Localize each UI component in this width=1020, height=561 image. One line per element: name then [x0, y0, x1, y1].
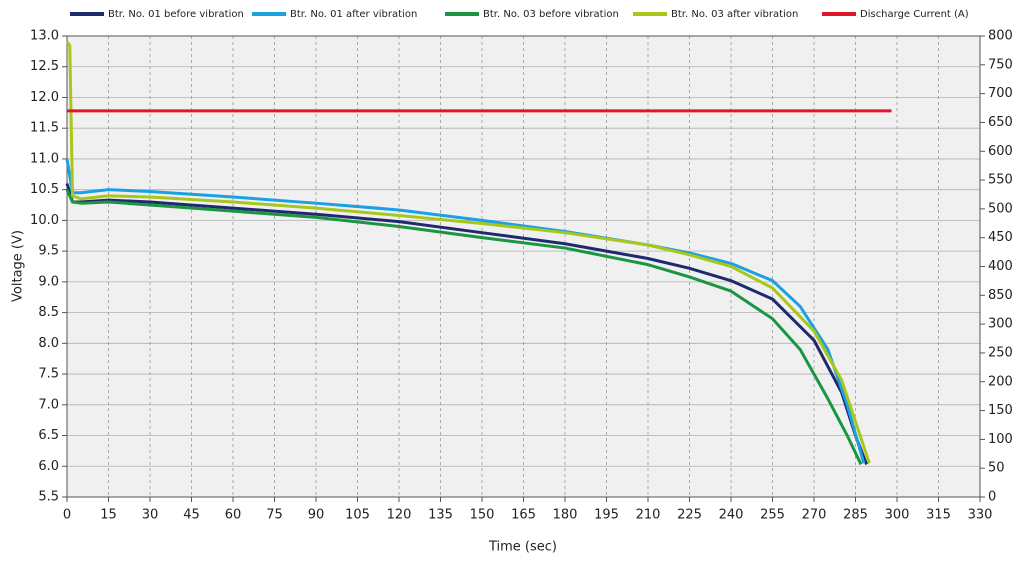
y-tick-label: 11.0	[30, 151, 59, 166]
y2-tick-label: 550	[988, 173, 1013, 188]
x-tick-label: 30	[142, 508, 159, 523]
y2-tick-label: 150	[988, 403, 1013, 418]
y-axis-label: Voltage (V)	[11, 230, 26, 302]
legend-label: Discharge Current (A)	[860, 9, 969, 20]
y-tick-label: 8.0	[38, 336, 59, 351]
y-tick-label: 9.5	[38, 244, 59, 259]
x-tick-label: 90	[308, 508, 325, 523]
y-tick-label: 11.5	[30, 121, 59, 136]
x-tick-label: 270	[802, 508, 827, 523]
x-tick-label: 240	[719, 508, 744, 523]
x-tick-label: 45	[183, 508, 200, 523]
y2-tick-label: 450	[988, 230, 1013, 245]
y2-tick-label: 800	[988, 29, 1013, 44]
x-tick-label: 135	[428, 508, 453, 523]
y2-tick-label: 100	[988, 432, 1013, 447]
series-line	[65, 183, 868, 465]
y2-tick-label: 250	[988, 345, 1013, 360]
y2-tick-label: 0	[988, 490, 996, 505]
y-tick-label: 13.0	[30, 29, 59, 44]
y-tick-label: 10.0	[30, 213, 59, 228]
x-tick-label: 165	[511, 508, 536, 523]
y-tick-label: 5.5	[38, 490, 59, 505]
x-tick-label: 225	[677, 508, 702, 523]
y-tick-label: 10.5	[30, 182, 59, 197]
series-line	[65, 158, 866, 464]
x-tick-label: 300	[885, 508, 910, 523]
legend-label: Btr. No. 01 before vibration	[108, 9, 244, 20]
x-tick-label: 75	[266, 508, 283, 523]
x-tick-label: 315	[926, 508, 951, 523]
x-axis-label: Time (sec)	[488, 540, 557, 555]
y2-tick-label: 750	[988, 57, 1013, 72]
x-tick-label: 180	[553, 508, 578, 523]
y-tick-label: 12.0	[30, 90, 59, 105]
y2-tick-label: 300	[988, 317, 1013, 332]
y2-tick-label: 400	[988, 259, 1013, 274]
x-tick-label: 60	[225, 508, 242, 523]
y2-tick-label: 850	[988, 288, 1013, 303]
x-tick-label: 0	[63, 508, 71, 523]
y-tick-label: 6.5	[38, 428, 59, 443]
y2-tick-label: 500	[988, 201, 1013, 216]
x-tick-label: 285	[843, 508, 868, 523]
x-tick-label: 255	[760, 508, 785, 523]
y2-tick-label: 700	[988, 86, 1013, 101]
y-tick-label: 7.0	[38, 397, 59, 412]
x-tick-label: 150	[470, 508, 495, 523]
series-line	[65, 189, 863, 466]
x-tick-label: 120	[387, 508, 412, 523]
legend-label: Btr. No. 03 after vibration	[671, 9, 798, 20]
x-tick-label: 330	[968, 508, 993, 523]
y2-tick-label: 50	[988, 461, 1005, 476]
y-tick-label: 9.0	[38, 274, 59, 289]
legend-label: Btr. No. 03 before vibration	[483, 9, 619, 20]
x-tick-label: 15	[100, 508, 117, 523]
series-line	[65, 41, 871, 464]
y-tick-label: 12.5	[30, 59, 59, 74]
x-tick-label: 105	[345, 508, 370, 523]
y-tick-label: 6.0	[38, 459, 59, 474]
y-tick-label: 7.5	[38, 367, 59, 382]
x-tick-label: 195	[594, 508, 619, 523]
y2-tick-label: 200	[988, 374, 1013, 389]
y2-tick-label: 650	[988, 115, 1013, 130]
plot-frame	[66, 35, 981, 498]
y-tick-label: 8.5	[38, 305, 59, 320]
legend-label: Btr. No. 01 after vibration	[290, 9, 417, 20]
y2-tick-label: 600	[988, 144, 1013, 159]
x-tick-label: 210	[636, 508, 661, 523]
